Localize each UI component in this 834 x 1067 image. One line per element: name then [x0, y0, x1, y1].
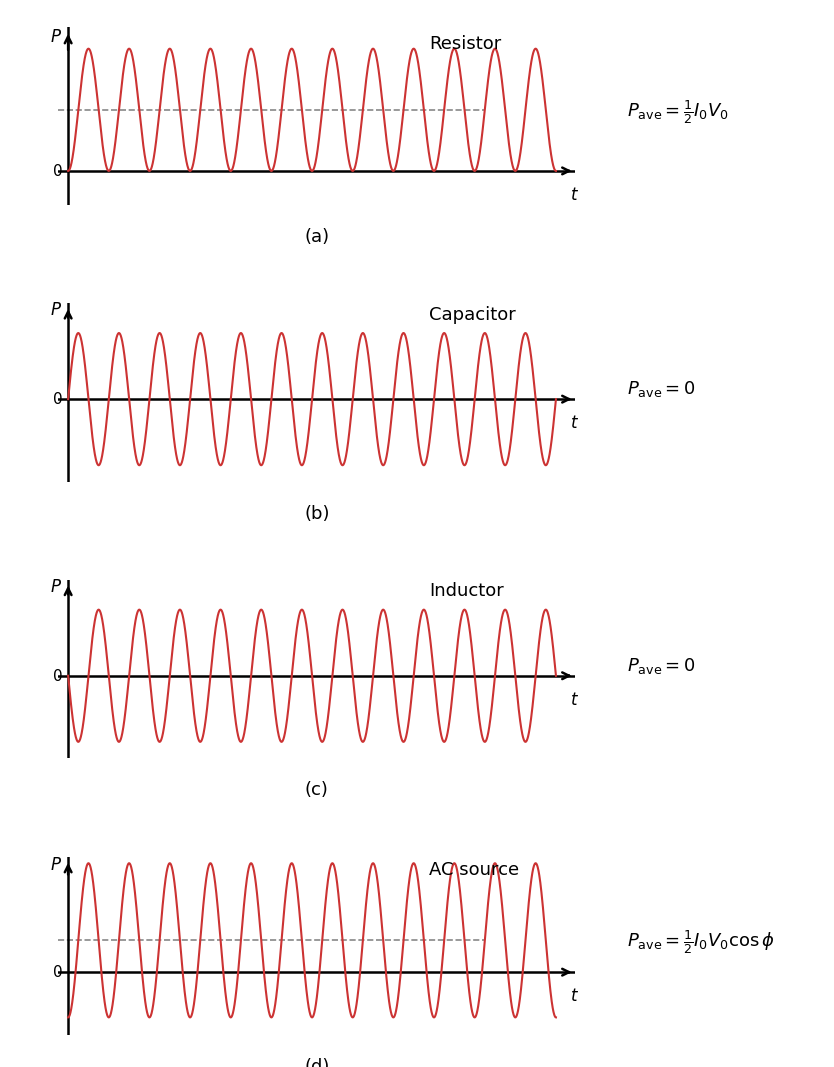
Text: $t$: $t$ [570, 691, 579, 708]
Text: $0$: $0$ [52, 965, 63, 981]
Text: $0$: $0$ [52, 163, 63, 179]
Text: $t$: $t$ [570, 987, 579, 1005]
Text: (b): (b) [304, 505, 329, 523]
Text: Inductor: Inductor [430, 583, 504, 601]
Text: $P$: $P$ [50, 301, 63, 319]
Text: Capacitor: Capacitor [430, 306, 516, 323]
Text: $0$: $0$ [52, 392, 63, 408]
Text: AC source: AC source [430, 861, 520, 879]
Text: $t$: $t$ [570, 414, 579, 432]
Text: $P$: $P$ [50, 577, 63, 595]
Text: $P$: $P$ [50, 28, 63, 46]
Text: $0$: $0$ [52, 668, 63, 684]
Text: (d): (d) [304, 1058, 329, 1067]
Text: $P$: $P$ [50, 856, 63, 874]
Text: $P_{\rm ave} = 0$: $P_{\rm ave} = 0$ [627, 379, 696, 399]
Text: $t$: $t$ [570, 186, 579, 204]
Text: $P_{\rm ave} = 0$: $P_{\rm ave} = 0$ [627, 655, 696, 675]
Text: $P_{\rm ave} = \frac{1}{2}I_0V_0$: $P_{\rm ave} = \frac{1}{2}I_0V_0$ [627, 98, 729, 126]
Text: $P_{\rm ave} = \frac{1}{2}I_0V_0 \cos \phi$: $P_{\rm ave} = \frac{1}{2}I_0V_0 \cos \p… [627, 928, 775, 956]
Text: (a): (a) [304, 228, 329, 246]
Text: Resistor: Resistor [430, 35, 501, 53]
Text: (c): (c) [305, 781, 329, 799]
